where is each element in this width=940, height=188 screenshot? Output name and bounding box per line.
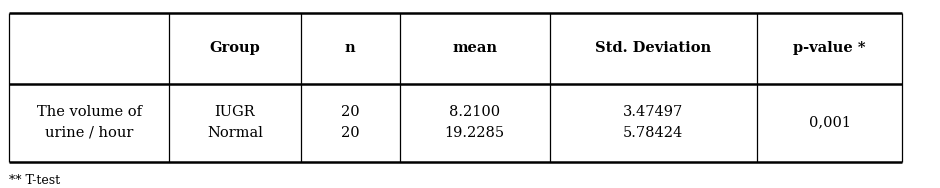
Text: Std. Deviation: Std. Deviation: [595, 41, 712, 55]
Text: Group: Group: [210, 41, 260, 55]
Text: IUGR
Normal: IUGR Normal: [207, 105, 263, 140]
Text: 0,001: 0,001: [808, 116, 851, 130]
Text: mean: mean: [452, 41, 497, 55]
Text: n: n: [345, 41, 355, 55]
Text: 20
20: 20 20: [341, 105, 359, 140]
Text: ** T-test: ** T-test: [9, 174, 60, 187]
Text: p-value *: p-value *: [793, 41, 866, 55]
Text: 8.2100
19.2285: 8.2100 19.2285: [445, 105, 505, 140]
Text: 3.47497
5.78424: 3.47497 5.78424: [623, 105, 683, 140]
Text: The volume of
urine / hour: The volume of urine / hour: [37, 105, 142, 140]
